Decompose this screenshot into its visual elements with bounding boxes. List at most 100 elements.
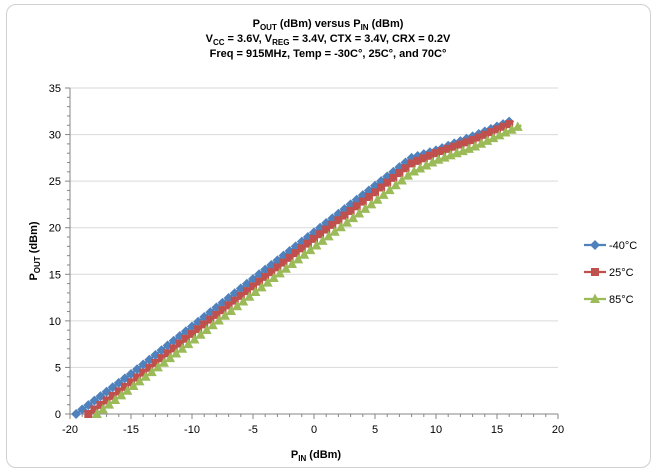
data-point-25c <box>297 244 306 253</box>
chart-title-line-2-part: REG <box>272 38 289 47</box>
legend-swatch-marker <box>590 240 600 250</box>
data-point-25c <box>407 159 416 168</box>
data-point-25c <box>352 202 361 211</box>
data-point-25c <box>96 400 105 409</box>
data-point-85c <box>122 385 133 395</box>
data-point-85c <box>470 140 481 151</box>
data-point-25c <box>224 301 233 310</box>
data-point-25c <box>169 344 178 353</box>
data-point-25c <box>493 125 501 134</box>
data-point-85c <box>329 226 340 236</box>
x-tick-label: -10 <box>184 424 200 436</box>
data-point-85c <box>506 124 517 134</box>
data-point-85c <box>488 132 499 143</box>
data-point-25c <box>468 136 477 145</box>
y-tick-label: 25 <box>49 176 61 188</box>
chart-title-line-1: POUT (dBm) versus PIN (dBm) <box>253 18 404 32</box>
chart-title-line-1-part: (dBm) versus P <box>277 18 361 30</box>
chart-title-line-1-part: (dBm) <box>369 18 404 30</box>
data-point-85c <box>409 166 420 176</box>
data-point-25c <box>114 387 123 396</box>
data-point-25c <box>255 277 264 286</box>
data-point-25c <box>389 173 398 182</box>
data-point-85c <box>372 194 383 204</box>
data-point-minus40c <box>71 409 82 419</box>
data-point-25c <box>303 239 312 248</box>
data-point-85c <box>415 163 426 173</box>
data-point-85c <box>158 357 169 367</box>
data-point-85c <box>287 258 298 269</box>
data-point-25c <box>108 391 117 400</box>
data-point-25c <box>285 253 294 262</box>
data-point-85c <box>323 230 334 241</box>
data-point-85c <box>256 281 267 292</box>
data-point-85c <box>311 239 322 250</box>
data-point-25c <box>377 183 386 192</box>
data-point-25c <box>181 334 190 343</box>
data-point-25c <box>358 197 367 206</box>
data-point-25c <box>139 368 148 377</box>
x-axis-title-part: IN <box>298 454 306 463</box>
data-point-85c <box>494 129 505 140</box>
data-point-25c <box>364 192 373 201</box>
data-point-85c <box>232 300 243 311</box>
chart-title-line-2-part: CC <box>213 38 225 47</box>
x-axis-title: PIN (dBm) <box>291 449 342 463</box>
data-point-25c <box>120 382 129 391</box>
data-point-85c <box>97 403 108 414</box>
data-point-25c <box>218 306 227 315</box>
data-point-25c <box>133 373 142 382</box>
y-axis-title-part: P <box>28 273 40 280</box>
data-point-85c <box>299 249 310 259</box>
data-point-25c <box>419 154 428 163</box>
data-point-25c <box>505 120 514 129</box>
data-point-85c <box>152 361 163 372</box>
x-tick-label: 15 <box>491 424 503 436</box>
data-point-25c <box>273 263 282 272</box>
data-point-85c <box>250 286 261 296</box>
data-point-85c <box>128 380 139 391</box>
data-point-25c <box>212 310 221 319</box>
data-point-25c <box>261 272 270 281</box>
data-point-85c <box>421 159 432 170</box>
data-point-25c <box>249 282 257 291</box>
data-point-25c <box>175 339 184 348</box>
legend-item-85c: 85°C <box>584 293 634 306</box>
y-tick-label: 5 <box>55 362 61 374</box>
data-point-85c <box>366 198 377 209</box>
chart-title-line-2-part: = 3.6V, V <box>225 33 273 45</box>
data-point-25c <box>474 133 483 142</box>
data-point-85c <box>341 217 352 227</box>
data-point-25c <box>450 142 459 151</box>
data-point-25c <box>328 220 337 229</box>
data-point-85c <box>140 371 151 381</box>
data-point-85c <box>201 324 212 334</box>
data-point-85c <box>280 263 291 273</box>
data-point-25c <box>188 329 196 338</box>
data-point-25c <box>425 151 434 160</box>
data-point-25c <box>444 144 453 153</box>
data-point-85c <box>195 329 206 339</box>
y-axis-title-part: OUT <box>33 256 42 273</box>
data-point-25c <box>371 188 379 197</box>
y-tick-label: 10 <box>49 316 61 328</box>
data-point-85c <box>165 352 176 363</box>
y-tick-label: 0 <box>55 409 61 421</box>
data-point-85c <box>360 203 371 213</box>
data-point-85c <box>207 319 218 330</box>
data-point-85c <box>226 305 237 315</box>
y-axis-title: POUT (dBm) <box>28 221 42 280</box>
data-point-85c <box>427 156 438 167</box>
data-point-25c <box>194 325 203 334</box>
data-point-25c <box>413 156 422 165</box>
data-point-85c <box>317 235 328 245</box>
data-point-25c <box>340 211 349 220</box>
chart-title-line-1-part: IN <box>361 23 369 32</box>
chart-title-line-2: VCC = 3.6V, VREG = 3.4V, CTX = 3.4V, CRX… <box>206 33 451 47</box>
data-point-25c <box>145 363 154 372</box>
data-point-25c <box>102 396 111 405</box>
legend-item-minus40c: -40°C <box>584 240 637 252</box>
chart-title-line-1-part: P <box>253 18 260 30</box>
